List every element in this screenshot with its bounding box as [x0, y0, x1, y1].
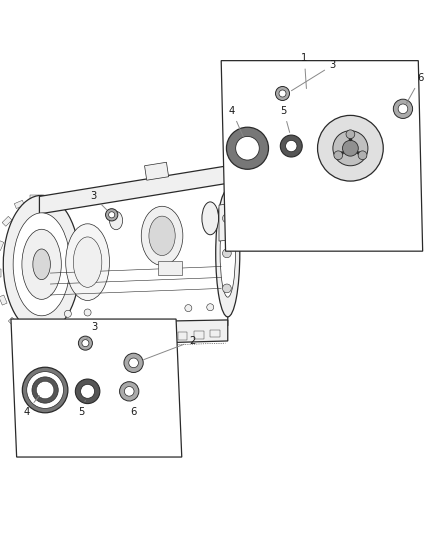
Bar [129, 336, 139, 344]
Circle shape [223, 284, 231, 293]
Text: 2: 2 [144, 336, 196, 360]
Bar [178, 332, 187, 340]
Circle shape [358, 151, 367, 159]
Circle shape [334, 151, 343, 159]
Bar [158, 261, 182, 275]
Ellipse shape [13, 213, 70, 316]
Circle shape [223, 214, 231, 223]
Text: 6: 6 [406, 73, 424, 103]
Bar [22, 332, 32, 341]
Bar [113, 337, 123, 345]
Circle shape [318, 115, 383, 181]
Circle shape [343, 140, 358, 156]
Circle shape [124, 386, 134, 396]
Bar [39, 337, 48, 343]
Bar [8, 317, 18, 327]
Ellipse shape [141, 206, 183, 265]
Bar [194, 331, 204, 339]
Bar [46, 197, 56, 205]
Polygon shape [39, 320, 228, 346]
Circle shape [286, 140, 297, 152]
Ellipse shape [27, 372, 64, 408]
Ellipse shape [226, 127, 268, 169]
Bar [53, 329, 64, 337]
Circle shape [81, 384, 95, 398]
Circle shape [398, 104, 408, 114]
Polygon shape [39, 182, 228, 330]
Text: 4: 4 [23, 395, 39, 417]
Text: 5: 5 [78, 400, 85, 417]
Ellipse shape [110, 211, 123, 230]
Ellipse shape [74, 237, 102, 287]
Text: 1: 1 [301, 53, 307, 88]
Circle shape [279, 90, 286, 97]
Ellipse shape [220, 209, 236, 297]
Text: 3: 3 [291, 60, 336, 91]
Ellipse shape [236, 136, 259, 160]
Circle shape [109, 212, 115, 218]
Circle shape [124, 353, 143, 373]
Circle shape [64, 310, 71, 317]
Bar [2, 216, 12, 227]
Circle shape [280, 135, 302, 157]
Circle shape [84, 309, 91, 316]
Bar [210, 329, 220, 337]
Polygon shape [219, 201, 245, 241]
Ellipse shape [66, 224, 110, 301]
Circle shape [120, 382, 139, 401]
Circle shape [78, 336, 92, 350]
Bar [74, 287, 82, 297]
Text: 6: 6 [130, 401, 137, 417]
Circle shape [333, 131, 368, 166]
Text: 4: 4 [229, 106, 243, 137]
Ellipse shape [32, 377, 58, 403]
Circle shape [106, 209, 118, 221]
Circle shape [82, 340, 89, 346]
Ellipse shape [22, 229, 61, 300]
Bar [97, 339, 106, 346]
Ellipse shape [33, 249, 50, 280]
Bar [30, 195, 39, 200]
Ellipse shape [22, 367, 68, 413]
Polygon shape [11, 319, 182, 457]
Circle shape [223, 249, 231, 258]
Bar [77, 260, 82, 269]
Bar [0, 295, 7, 305]
Bar [66, 311, 76, 321]
Ellipse shape [4, 195, 80, 333]
Polygon shape [221, 61, 423, 251]
Bar [145, 335, 155, 343]
Bar [0, 269, 1, 278]
Ellipse shape [149, 216, 175, 255]
Ellipse shape [36, 381, 54, 399]
Circle shape [346, 130, 355, 139]
Text: 3: 3 [87, 322, 97, 339]
Ellipse shape [202, 202, 219, 235]
Text: 3: 3 [90, 191, 107, 210]
Bar [81, 340, 90, 348]
Bar [14, 200, 25, 208]
Circle shape [75, 379, 100, 403]
Bar [0, 240, 4, 251]
Circle shape [276, 86, 290, 101]
Bar [162, 334, 171, 342]
Ellipse shape [234, 200, 252, 239]
Bar [71, 232, 79, 243]
Bar [60, 210, 70, 220]
Circle shape [207, 304, 214, 311]
Circle shape [185, 304, 192, 312]
Polygon shape [145, 162, 169, 180]
Text: 5: 5 [281, 106, 290, 132]
Circle shape [393, 99, 413, 118]
Ellipse shape [216, 190, 240, 317]
Bar [48, 343, 58, 351]
Polygon shape [39, 166, 228, 214]
Circle shape [129, 358, 138, 368]
Bar [64, 342, 74, 349]
